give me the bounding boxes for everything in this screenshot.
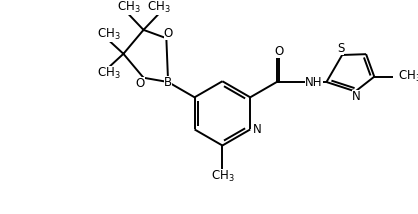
Text: NH: NH (305, 76, 323, 89)
Text: O: O (275, 45, 284, 58)
Text: CH$_3$: CH$_3$ (117, 0, 140, 15)
Text: O: O (136, 77, 145, 90)
Text: N: N (352, 90, 361, 103)
Text: CH$_3$: CH$_3$ (97, 27, 120, 42)
Text: N: N (253, 123, 262, 136)
Text: CH$_3$: CH$_3$ (97, 66, 120, 81)
Text: CH$_3$: CH$_3$ (398, 69, 418, 84)
Text: B: B (164, 76, 172, 89)
Text: O: O (164, 27, 173, 40)
Text: CH$_3$: CH$_3$ (211, 169, 234, 184)
Text: S: S (337, 42, 344, 55)
Text: CH$_3$: CH$_3$ (147, 0, 170, 15)
